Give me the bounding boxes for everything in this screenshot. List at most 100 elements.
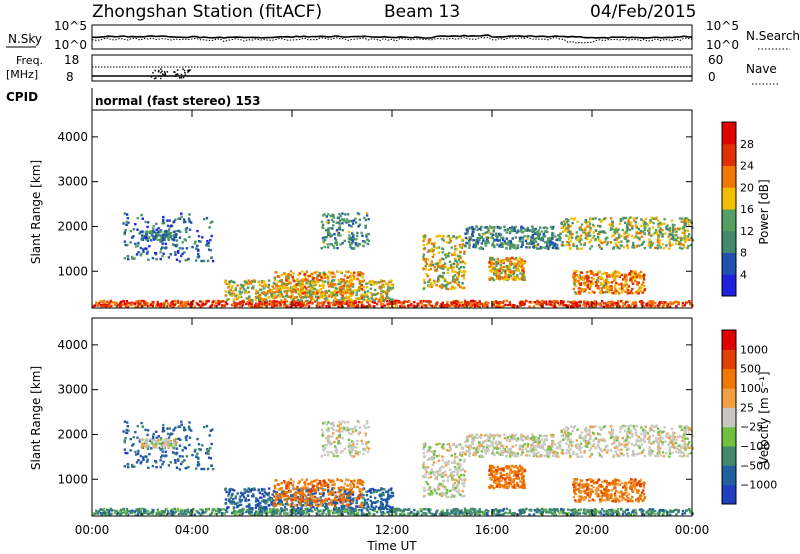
echo-cell xyxy=(496,239,500,242)
echo-cell xyxy=(324,280,327,283)
echo-cell xyxy=(429,267,433,271)
echo-cell xyxy=(452,287,455,290)
echo-cell xyxy=(537,229,540,232)
echo-cell xyxy=(351,219,354,223)
echo-cell xyxy=(196,244,199,247)
echo-cell xyxy=(639,277,642,280)
echo-cell xyxy=(493,226,496,229)
echo-cell xyxy=(265,305,268,309)
echo-cell xyxy=(327,233,330,236)
echo-cell xyxy=(680,236,683,240)
echo-cell xyxy=(147,231,150,234)
echo-cell xyxy=(599,225,602,228)
echo-cell xyxy=(264,291,267,294)
echo-cell xyxy=(635,291,639,295)
echo-cell xyxy=(184,239,187,242)
echo-cell xyxy=(257,499,260,502)
echo-cell xyxy=(461,243,465,246)
echo-cell xyxy=(140,238,144,241)
echo-cell xyxy=(577,275,580,279)
echo-cell xyxy=(528,305,531,308)
echo-cell xyxy=(247,279,250,282)
echo-cell xyxy=(609,217,613,220)
echo-cell xyxy=(490,226,493,229)
colorbar-segment xyxy=(722,143,736,166)
echo-cell xyxy=(604,217,607,220)
echo-cell xyxy=(662,511,665,515)
echo-cell xyxy=(431,250,434,253)
echo-cell xyxy=(300,288,303,291)
echo-cell xyxy=(597,270,600,273)
echo-cell xyxy=(484,242,487,245)
echo-cell xyxy=(671,228,675,232)
echo-cell xyxy=(610,225,613,228)
echo-cell xyxy=(254,296,258,299)
echo-cell xyxy=(683,239,686,242)
echo-cell xyxy=(324,291,328,295)
echo-cell xyxy=(280,292,283,296)
echo-cell xyxy=(634,223,638,227)
echo-cell xyxy=(633,236,636,239)
echo-cell xyxy=(343,301,346,305)
echo-cell xyxy=(313,271,317,274)
colorbar-segment xyxy=(722,187,736,210)
echo-cell xyxy=(641,274,644,277)
echo-cell xyxy=(437,251,441,254)
echo-cell xyxy=(465,304,468,307)
echo-cell xyxy=(539,246,542,250)
echo-cell xyxy=(233,512,237,516)
echo-cell xyxy=(485,236,488,239)
echo-cell xyxy=(459,245,462,249)
echo-cell xyxy=(480,510,483,514)
echo-cell xyxy=(388,510,391,513)
echo-cell xyxy=(428,285,431,288)
echo-cell xyxy=(442,239,445,242)
echo-cell xyxy=(177,251,180,254)
echo-cell xyxy=(497,268,500,272)
echo-cell xyxy=(594,229,598,232)
echo-cell xyxy=(369,281,372,284)
echo-cell xyxy=(227,284,231,287)
echo-cell xyxy=(146,250,149,253)
echo-cell xyxy=(364,218,367,222)
echo-cell xyxy=(332,293,335,297)
freq-dip-point xyxy=(184,74,187,76)
echo-cell xyxy=(607,305,610,308)
echo-cell xyxy=(492,279,496,282)
echo-cell xyxy=(280,280,283,283)
echo-cell xyxy=(369,280,373,283)
echo-cell xyxy=(297,303,300,307)
echo-cell xyxy=(606,288,609,292)
echo-cell xyxy=(606,509,609,512)
echo-cell xyxy=(109,507,113,511)
echo-cell xyxy=(401,305,404,308)
echo-cell xyxy=(475,225,479,228)
echo-cell xyxy=(535,247,539,250)
echo-cell xyxy=(367,239,371,243)
echo-cell xyxy=(184,220,187,224)
echo-cell xyxy=(232,511,236,514)
echo-cell xyxy=(254,506,257,510)
echo-cell xyxy=(457,284,460,287)
echo-cell xyxy=(656,240,660,243)
echo-cell xyxy=(631,303,634,306)
echo-cell xyxy=(283,298,287,301)
echo-cell xyxy=(348,237,352,240)
echo-cell xyxy=(689,243,693,247)
echo-cell xyxy=(611,305,614,309)
echo-cell xyxy=(536,507,539,511)
echo-cell xyxy=(274,291,277,294)
echo-cell xyxy=(205,216,209,220)
echo-cell xyxy=(677,228,681,231)
echo-cell xyxy=(456,263,459,266)
colorbar-segment xyxy=(722,274,736,297)
echo-cell xyxy=(350,242,353,245)
echo-cell xyxy=(261,291,264,295)
echo-cell xyxy=(468,246,471,249)
echo-cell xyxy=(108,513,111,516)
echo-cell xyxy=(168,232,171,236)
echo-cell xyxy=(136,305,140,309)
echo-cell xyxy=(584,302,588,305)
noise-tick-left-top: 10^5 xyxy=(54,19,87,33)
echo-cell xyxy=(225,510,229,514)
